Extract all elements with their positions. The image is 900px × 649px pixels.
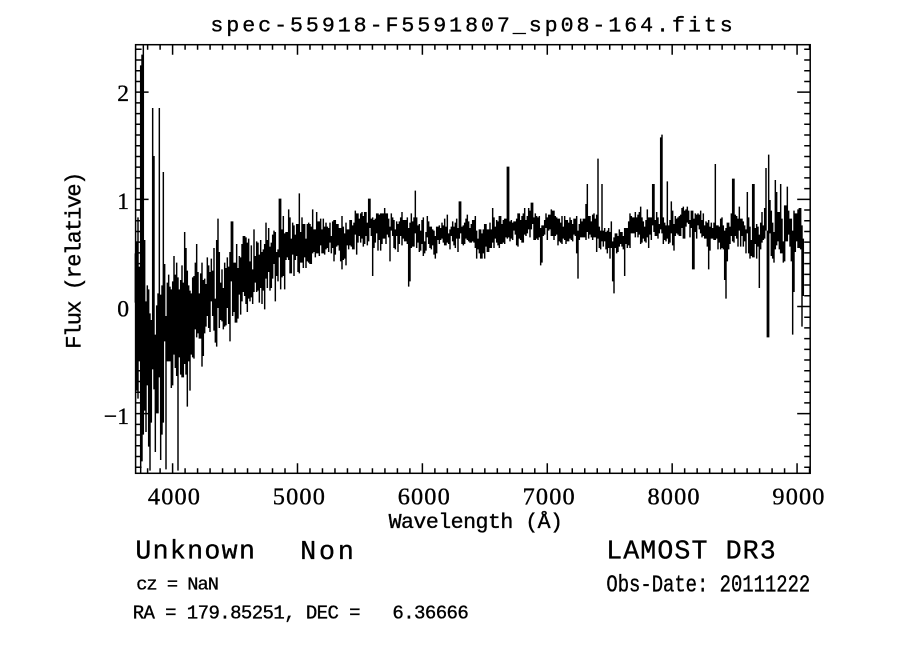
svg-text:spec-55918-F5591807_sp08-164.f: spec-55918-F5591807_sp08-164.fits [210,14,735,38]
svg-text:Wavelength (Å): Wavelength (Å) [389,509,563,535]
svg-text:9000: 9000 [772,484,825,511]
svg-text:RA = 179.85251, DEC = 6.3666: RA = 179.85251, DEC = 6.36666 [133,603,469,625]
svg-text:7000: 7000 [523,484,576,511]
svg-text:1: 1 [117,189,129,215]
svg-text:5000: 5000 [273,484,326,511]
svg-text:6000: 6000 [398,484,451,511]
svg-text:Non: Non [300,537,356,567]
svg-text:LAMOST DR3: LAMOST DR3 [606,537,777,567]
svg-text:4000: 4000 [148,484,201,511]
svg-text:0: 0 [117,297,129,323]
svg-text:Flux (relative): Flux (relative) [63,173,88,349]
svg-text:Unknown: Unknown [135,537,256,567]
svg-text:−1: −1 [104,404,129,430]
svg-text:cz = NaN: cz = NaN [136,574,218,596]
svg-text:Obs-Date: 20111222: Obs-Date: 20111222 [606,573,810,600]
svg-text:8000: 8000 [647,484,700,511]
svg-text:2: 2 [117,81,129,107]
